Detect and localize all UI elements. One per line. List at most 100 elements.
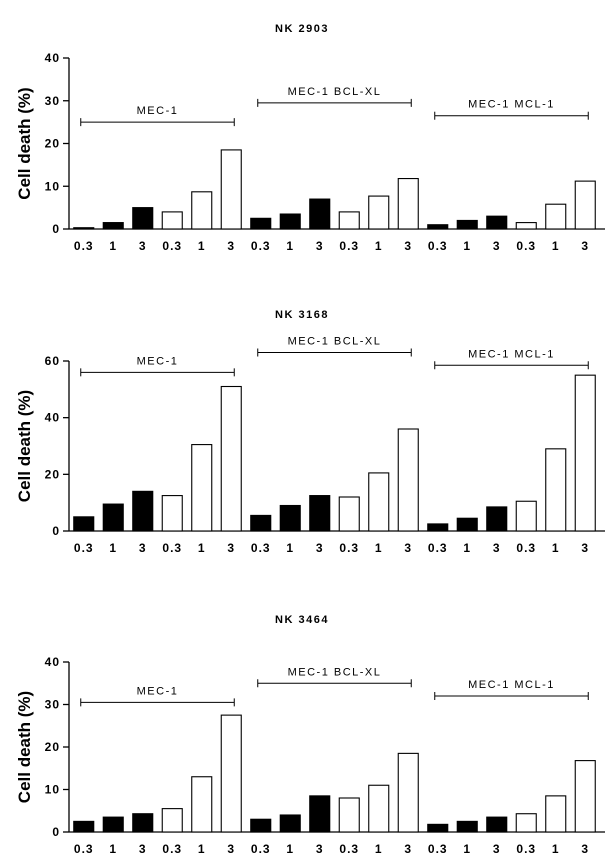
chart-title: NK 3464: [275, 614, 329, 626]
x-tick-label: 3: [227, 842, 235, 856]
bar: [486, 215, 508, 230]
x-tick-label: 3: [493, 541, 501, 555]
x-tick-label: 3: [227, 239, 235, 253]
bar: [456, 517, 478, 532]
bar: [309, 495, 331, 532]
x-tick-label: 0.3: [74, 239, 94, 253]
x-tick-label: 1: [463, 239, 471, 253]
y-tick-label: 10: [45, 783, 60, 797]
x-tick-label: 3: [404, 842, 412, 856]
y-tick-label: 40: [45, 655, 60, 669]
x-tick-label: 3: [581, 239, 589, 253]
chart-panel-2: NK 3168 Cell death (%) 0 20 40 60 0.3 1 3 0.3 1 3 0.…: [15, 309, 605, 555]
x-tick-label: 3: [581, 842, 589, 856]
x-tick-label: 1: [552, 541, 560, 555]
bar: [397, 178, 419, 230]
x-tick-label: 1: [552, 239, 560, 253]
y-tick-label: 40: [45, 51, 60, 65]
bar: [220, 714, 242, 833]
bar: [279, 504, 301, 532]
bar: [250, 217, 272, 230]
y-tick-label: 10: [45, 179, 60, 193]
x-tick-label: 3: [404, 541, 412, 555]
bar: [279, 213, 301, 230]
bar: [427, 224, 449, 230]
bar: [368, 784, 390, 833]
y-tick-label: 0: [52, 524, 60, 538]
bar: [309, 795, 331, 833]
bar: [427, 823, 449, 833]
x-tick-label: 3: [316, 541, 324, 555]
bar: [279, 814, 301, 833]
x-tick-label: 3: [139, 541, 147, 555]
y-tick-label: 20: [45, 467, 60, 481]
x-tick-label: 0.3: [162, 239, 182, 253]
bar: [515, 813, 537, 833]
x-tick-label: 1: [109, 842, 117, 856]
bar: [132, 490, 154, 532]
bar: [574, 180, 596, 230]
x-tick-label: 1: [463, 842, 471, 856]
bar: [102, 222, 124, 230]
y-tick-label: 20: [45, 740, 60, 754]
bar: [161, 808, 183, 833]
x-tick-label: 1: [375, 239, 383, 253]
x-tick-label: 1: [109, 239, 117, 253]
y-axis-label: Cell death (%): [15, 691, 34, 803]
bar: [250, 818, 272, 833]
bar: [132, 813, 154, 833]
chart-panel-3: NK 3464 Cell death (%) 0 10 20 30 40 0.3 1 3 0.3 1 3…: [15, 614, 605, 856]
x-tick-label: 1: [286, 842, 294, 856]
x-tick-label: 3: [404, 239, 412, 253]
y-tick-label: 0: [52, 222, 60, 236]
bar: [397, 428, 419, 532]
x-tick-label: 1: [198, 541, 206, 555]
x-tick-label: 0.3: [251, 239, 271, 253]
x-tick-label: 3: [139, 842, 147, 856]
y-tick-label: 60: [45, 354, 60, 368]
x-tick-label: 0.3: [162, 541, 182, 555]
x-tick-label: 0.3: [516, 541, 536, 555]
group-label: MEC-1 BCL-XL: [288, 336, 382, 348]
x-tick-label: 0.3: [74, 842, 94, 856]
chart-title: NK 2903: [275, 23, 329, 35]
x-tick-label: 1: [286, 239, 294, 253]
chart-title: NK 3168: [275, 309, 329, 321]
group-label: MEC-1 MCL-1: [468, 99, 555, 111]
x-tick-label: 3: [227, 541, 235, 555]
bar: [309, 198, 331, 230]
x-tick-label: 0.3: [428, 239, 448, 253]
bar: [191, 191, 213, 230]
x-tick-label: 1: [552, 842, 560, 856]
x-tick-label: 0.3: [162, 842, 182, 856]
x-tick-label: 0.3: [339, 239, 359, 253]
x-tick-label: 0.3: [428, 541, 448, 555]
x-tick-label: 0.3: [74, 541, 94, 555]
bar: [220, 385, 242, 532]
x-tick-label: 0.3: [516, 239, 536, 253]
bar: [486, 816, 508, 833]
group-label: MEC-1 MCL-1: [468, 348, 555, 360]
bar: [338, 496, 360, 532]
bar: [486, 506, 508, 532]
group-label: MEC-1: [137, 685, 179, 697]
bar: [73, 820, 95, 833]
group-label: MEC-1: [137, 355, 179, 367]
x-tick-label: 0.3: [339, 842, 359, 856]
x-tick-label: 1: [463, 541, 471, 555]
x-tick-label: 3: [316, 842, 324, 856]
bar: [338, 211, 360, 230]
bar: [368, 195, 390, 230]
bar: [102, 816, 124, 833]
group-label: MEC-1 BCL-XL: [288, 666, 382, 678]
y-axis-label: Cell death (%): [15, 390, 34, 502]
x-tick-label: 1: [109, 541, 117, 555]
bar: [368, 472, 390, 532]
bar: [574, 374, 596, 532]
x-tick-label: 1: [375, 541, 383, 555]
x-tick-label: 1: [198, 239, 206, 253]
bar: [515, 222, 537, 230]
y-tick-label: 0: [52, 825, 60, 839]
bar: [73, 227, 95, 230]
